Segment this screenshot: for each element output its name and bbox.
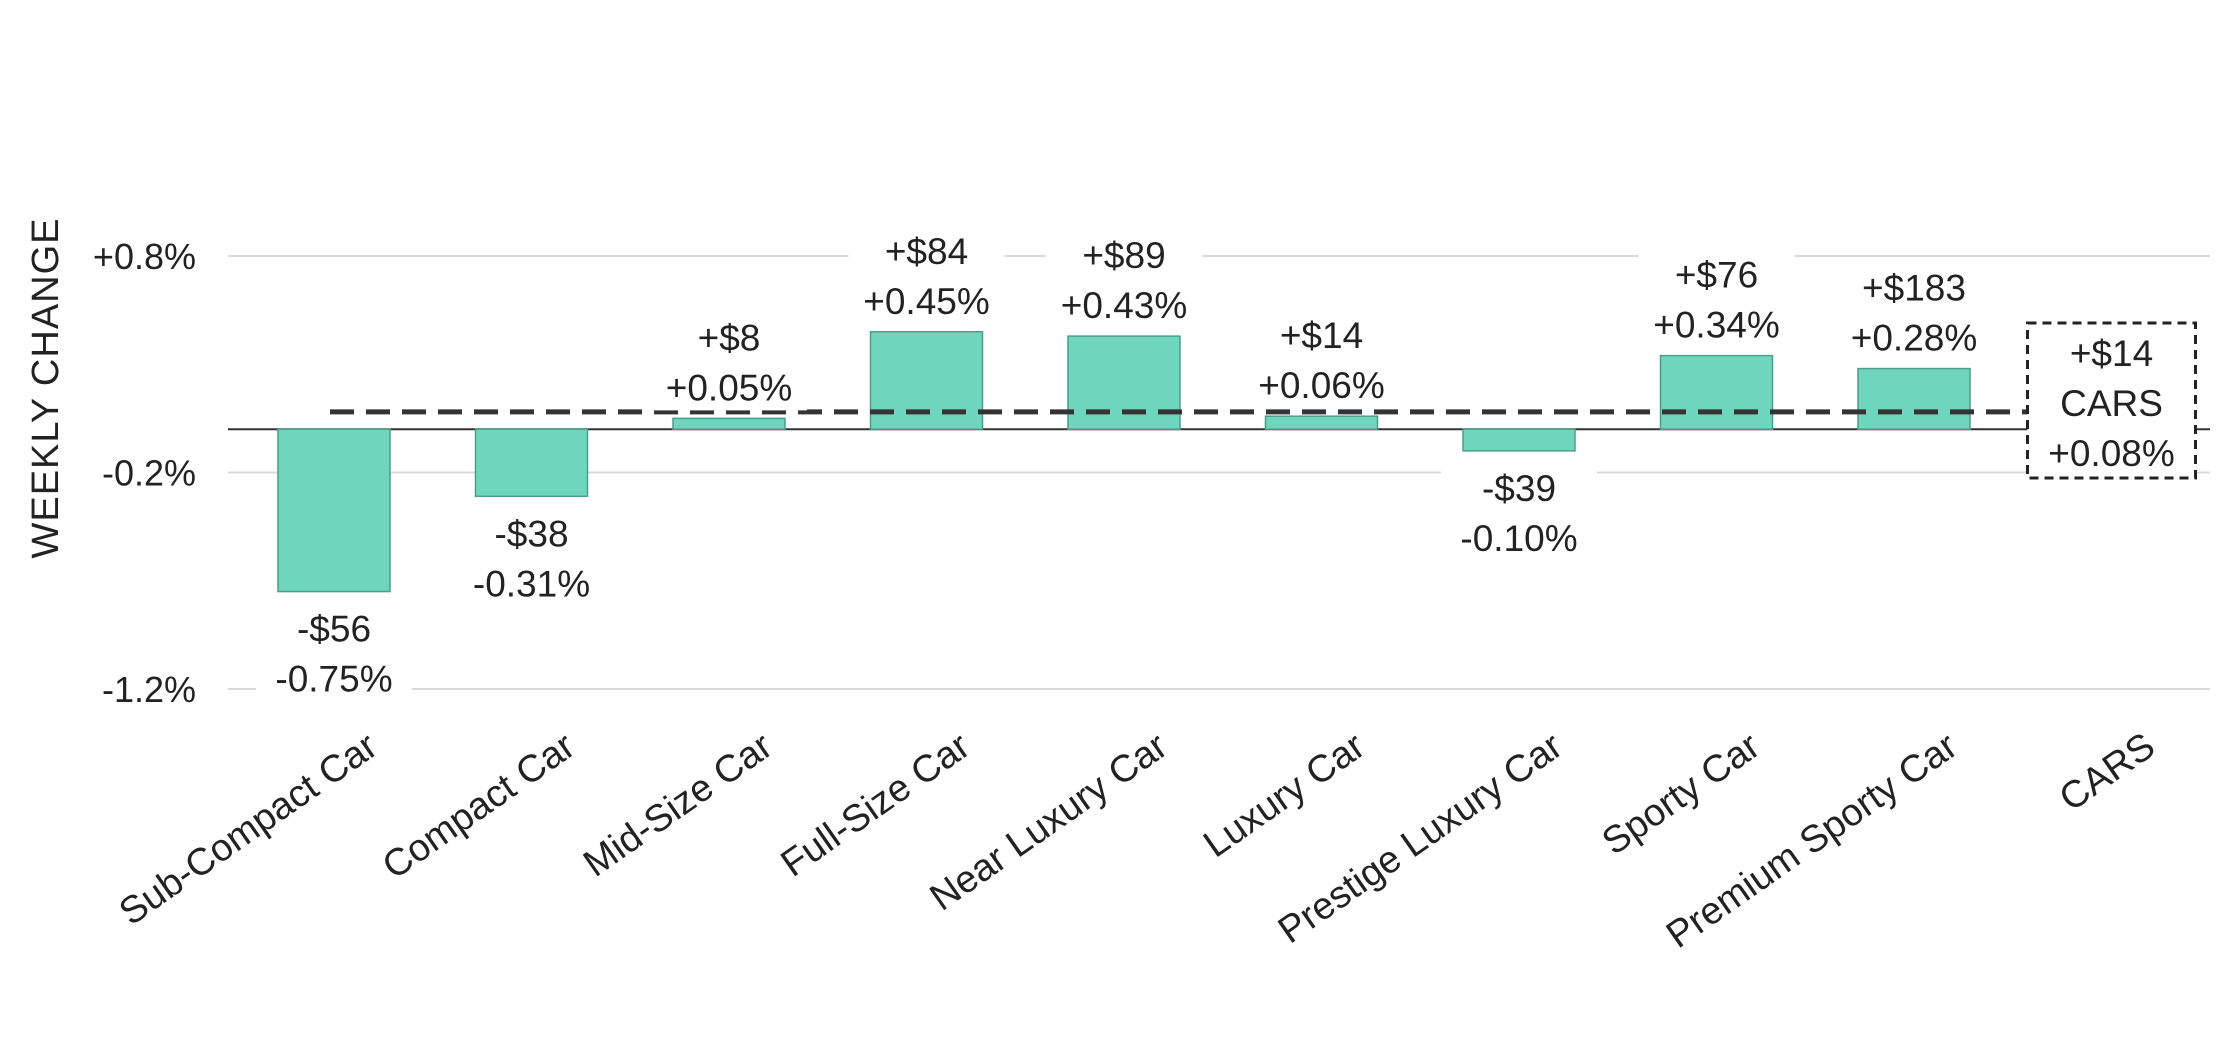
bar <box>1659 354 1774 430</box>
data-label-percent: +0.43% <box>1061 285 1188 326</box>
y-axis-ticks: +0.8% -0.2% -1.2% <box>93 236 196 710</box>
bar <box>1857 367 1971 430</box>
data-label-background <box>256 603 412 702</box>
data-label-dollar: +$183 <box>1862 268 1966 309</box>
bar <box>1462 428 1576 452</box>
data-label-percent: -0.75% <box>275 659 392 700</box>
reference-dollar-label: +$14 <box>2070 333 2153 374</box>
bar <box>672 417 786 430</box>
data-label-percent: +0.28% <box>1851 318 1978 359</box>
reference-summary-box <box>2026 321 2197 480</box>
category-label: Sub-Compact Car <box>112 725 385 934</box>
data-label-background <box>1638 249 1795 348</box>
category-label: Full-Size Car <box>774 725 978 886</box>
data-label-background <box>1243 310 1400 409</box>
data-label-background <box>651 312 807 411</box>
data-labels: -$56 -0.75% -$38 -0.31% +$8 +0.05% +$84 +0.45% +… <box>256 225 1992 702</box>
reference-name-label: CARS <box>2060 383 2163 424</box>
data-label-dollar: -$38 <box>494 513 568 554</box>
y-tick-label: +0.8% <box>93 236 196 277</box>
data-label-background <box>1046 230 1202 329</box>
bar <box>474 428 589 498</box>
bar <box>1067 335 1181 430</box>
data-label-percent: +0.45% <box>863 281 990 322</box>
data-label-background <box>848 225 1005 324</box>
data-label-dollar: -$39 <box>1482 468 1556 509</box>
data-label-percent: -0.31% <box>473 563 590 604</box>
data-label-dollar: +$14 <box>1280 315 1363 356</box>
category-label: Luxury Car <box>1196 725 1373 866</box>
category-label: Mid-Size Car <box>576 725 780 886</box>
data-label-dollar: +$84 <box>885 231 968 272</box>
data-label-background <box>1441 462 1597 561</box>
bars <box>277 331 1971 593</box>
category-label: CARS <box>2052 725 2163 820</box>
data-label-percent: +0.05% <box>666 367 793 408</box>
bar <box>1264 415 1379 430</box>
y-tick-label: -1.2% <box>102 669 196 710</box>
bar <box>277 428 391 593</box>
data-label-percent: +0.06% <box>1258 365 1385 406</box>
data-label-percent: -0.10% <box>1460 518 1577 559</box>
category-label: Compact Car <box>375 725 583 888</box>
data-label-dollar: -$56 <box>297 609 371 650</box>
y-axis-title: WEEKLY CHANGE <box>25 217 67 558</box>
data-label-background <box>453 508 610 607</box>
data-label-dollar: +$76 <box>1675 255 1758 296</box>
data-label-dollar: +$8 <box>698 317 761 358</box>
data-label-background <box>1836 262 1992 361</box>
bar <box>869 331 984 430</box>
category-label: Sporty Car <box>1595 725 1768 864</box>
data-label-percent: +0.34% <box>1653 305 1780 346</box>
data-label-dollar: +$89 <box>1082 235 1165 276</box>
reference-percent-label: +0.08% <box>2048 433 2175 474</box>
y-tick-label: -0.2% <box>102 453 196 494</box>
reference-line-group: +$14 CARS +0.08% <box>330 321 2197 480</box>
